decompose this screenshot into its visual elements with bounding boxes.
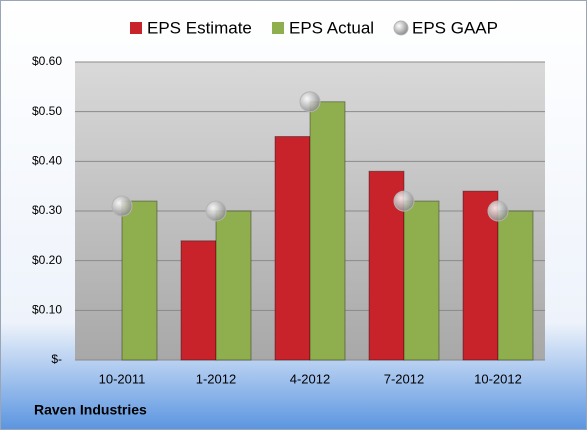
x-tick-label: 1-2012 — [196, 371, 236, 386]
marker — [393, 190, 415, 212]
legend-swatch — [130, 22, 142, 34]
legend-label: EPS GAAP — [412, 18, 498, 37]
x-tick-label: 4-2012 — [290, 371, 330, 386]
source: Raven Industries — [34, 402, 147, 418]
legend-label: EPS Estimate — [147, 18, 252, 37]
bar — [403, 200, 440, 361]
bar — [274, 136, 311, 361]
x-tick-label: 7-2012 — [384, 371, 424, 386]
y-tick-label: $0.60 — [32, 54, 62, 68]
legend-swatch — [393, 20, 409, 36]
y-tick-label: $0.30 — [32, 203, 62, 217]
bar — [497, 210, 534, 361]
bar — [215, 210, 252, 361]
y-tick-label: $- — [51, 352, 62, 366]
x-tick-label: 10-2011 — [99, 371, 146, 386]
bar — [309, 101, 346, 361]
legend-label: EPS Actual — [289, 18, 374, 37]
y-tick-label: $0.10 — [32, 303, 62, 317]
y-tick-label: $0.50 — [32, 104, 62, 118]
y-tick-label: $0.40 — [32, 154, 62, 168]
marker — [487, 200, 509, 222]
bar — [180, 240, 217, 361]
x-tick-label: 10-2012 — [474, 371, 522, 386]
bar — [121, 200, 158, 361]
marker — [299, 91, 321, 113]
marker — [205, 200, 227, 222]
legend-swatch — [272, 22, 284, 34]
marker — [111, 195, 133, 217]
y-tick-label: $0.20 — [32, 253, 62, 267]
